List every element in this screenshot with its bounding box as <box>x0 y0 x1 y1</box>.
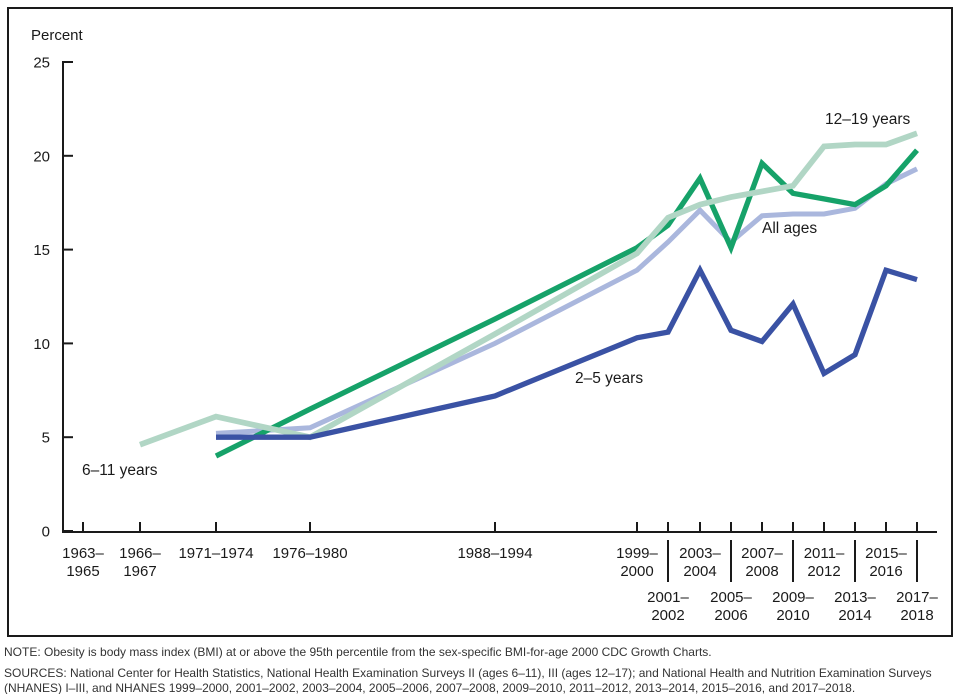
x-tick-label: 2006 <box>714 607 747 624</box>
x-tick-label: 2014 <box>838 607 871 624</box>
sources-text-line2: (NHANES) I–III, and NHANES 1999–2000, 20… <box>4 681 856 694</box>
x-tick-label: 2013– <box>834 589 876 606</box>
footnotes: NOTE: Obesity is body mass index (BMI) a… <box>4 645 956 694</box>
y-tick-label: 10 <box>33 336 50 353</box>
x-tick-label: 1976–1980 <box>272 545 347 562</box>
figure-frame <box>7 7 953 637</box>
obesity-line-chart: 0 5 10 15 20 25 1963–1965 1966–1967 1971–1974 197… <box>33 55 938 625</box>
x-tick-label: 2002 <box>651 607 684 624</box>
y-tick-label: 0 <box>42 524 50 541</box>
x-tick-label: 2010 <box>776 607 809 624</box>
line-12-19-years <box>139 130 918 448</box>
x-tick-label: 1971–1974 <box>178 545 253 562</box>
x-tick-label: 2009– <box>772 589 814 606</box>
x-tick-label: 1967 <box>123 563 156 580</box>
series-label-2-5-years: 2–5 years <box>575 370 644 387</box>
x-tick-label: 1963– <box>62 545 104 562</box>
y-tick-label: 5 <box>42 430 50 447</box>
x-tick-label: 2017– <box>896 589 938 606</box>
line-all-ages <box>215 166 919 436</box>
series-label-all-ages: All ages <box>762 220 818 237</box>
series-label-6-11-years: 6–11 years <box>82 462 158 479</box>
x-tick-label: 2001– <box>647 589 689 606</box>
x-tick-label: 1988–1994 <box>457 545 532 562</box>
x-tick-label: 1966– <box>119 545 161 562</box>
x-tick-label: 2005– <box>710 589 752 606</box>
x-tick-label: 1965 <box>66 563 99 580</box>
y-tick-label: 15 <box>33 242 50 259</box>
note-text: NOTE: Obesity is body mass index (BMI) a… <box>4 645 712 659</box>
x-tick-label: 2008 <box>745 563 778 580</box>
x-tick-label: 2016 <box>869 563 902 580</box>
line-6-11-years <box>214 148 919 459</box>
y-tick-label: 25 <box>33 55 50 72</box>
x-tick-label: 2011– <box>804 545 845 562</box>
y-tick-label: 20 <box>33 148 50 165</box>
x-tick-label: 2004 <box>683 563 716 580</box>
x-tick-label: 1999– <box>616 545 658 562</box>
x-tick-label: 2003– <box>679 545 721 562</box>
x-tick-label: 2015– <box>865 545 907 562</box>
x-tick-label: 2012 <box>807 563 840 580</box>
x-tick-label: 2000 <box>620 563 653 580</box>
line-2-5-years <box>216 264 918 440</box>
sources-text-line1: SOURCES: National Center for Health Stat… <box>4 666 932 680</box>
y-axis-title: Percent <box>31 27 83 44</box>
series-label-12-19-years: 12–19 years <box>825 111 911 128</box>
x-tick-label: 2007– <box>741 545 783 562</box>
x-tick-label: 2018 <box>900 607 933 624</box>
